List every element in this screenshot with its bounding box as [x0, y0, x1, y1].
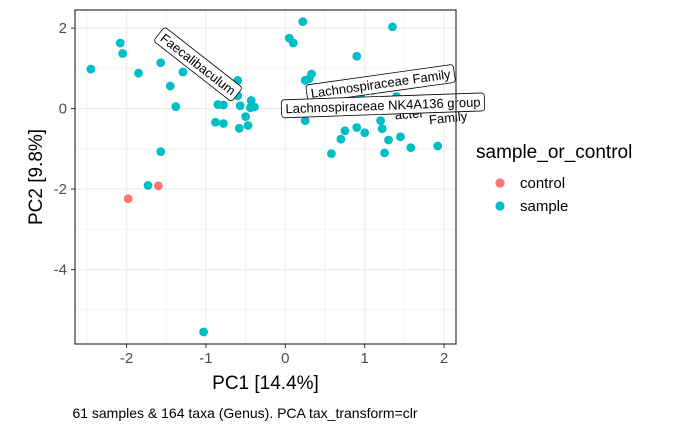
- point-sample: [300, 116, 310, 126]
- point-sample: [171, 102, 181, 111]
- legend-key-sample: [495, 201, 505, 211]
- point-sample: [199, 327, 208, 337]
- point-sample: [178, 67, 188, 77]
- point-sample: [406, 143, 416, 153]
- x-tick-label: 0: [281, 350, 289, 367]
- point-sample: [211, 117, 220, 127]
- x-axis-title: PC1 [14.4%]: [212, 373, 319, 394]
- point-sample: [388, 22, 397, 32]
- legend-key-control: [495, 178, 505, 188]
- point-sample: [243, 121, 253, 130]
- loading-label-1-box: [305, 64, 456, 103]
- loading-label-0-box: [154, 27, 242, 102]
- partial-loading-label-text: Family: [428, 108, 468, 127]
- legend-label-control: control: [520, 175, 565, 192]
- point-sample: [298, 17, 308, 27]
- point-sample: [336, 134, 346, 144]
- point-sample: [134, 68, 143, 78]
- point-sample: [219, 119, 228, 128]
- point-sample: [86, 64, 96, 74]
- point-sample: [165, 81, 175, 91]
- point-sample: [352, 123, 362, 132]
- point-sample: [234, 123, 244, 133]
- point-sample: [156, 58, 166, 68]
- plot-panel: FamilyacterFaecalibaculumLachnospiraceae…: [74, 9, 486, 345]
- point-sample: [288, 38, 298, 48]
- y-tick-label: -2: [54, 181, 67, 198]
- x-tick-label: 2: [440, 350, 448, 367]
- point-sample: [307, 69, 316, 79]
- x-tick-label: -1: [199, 350, 212, 367]
- point-sample: [326, 149, 336, 159]
- point-sample: [213, 100, 223, 109]
- y-axis: -4 -2 0 2: [54, 20, 75, 279]
- point-sample: [360, 128, 370, 138]
- loading-label-2-box: [280, 92, 486, 119]
- panel-border: [74, 9, 457, 345]
- y-axis-title: PC2 [9.8%]: [26, 129, 47, 225]
- point-sample: [156, 147, 166, 157]
- point-sample: [352, 51, 362, 61]
- x-tick-label: -2: [120, 350, 133, 367]
- x-tick-label: 1: [361, 350, 369, 367]
- partial-loading-label: Family: [428, 108, 468, 127]
- panel-background: [75, 10, 456, 344]
- point-sample: [340, 126, 350, 136]
- point-sample: [376, 116, 385, 126]
- point-sample: [118, 49, 128, 58]
- point-sample: [143, 181, 153, 190]
- minor-gridlines: [75, 10, 456, 344]
- legend-title: sample_or_control: [476, 142, 632, 163]
- point-sample: [380, 148, 389, 158]
- x-axis: -2 -1 0 1 2: [120, 344, 448, 367]
- caption: 61 samples & 164 taxa (Genus). PCA tax_t…: [72, 405, 417, 421]
- loading-label-2-text: Lachnospiraceae NK4A136 group: [285, 94, 481, 116]
- y-tick-label: 0: [59, 101, 67, 118]
- legend: sample_or_control control sample: [476, 142, 632, 215]
- point-sample: [249, 102, 259, 112]
- y-tick-label: -4: [54, 262, 67, 279]
- point-control: [153, 181, 163, 191]
- point-sample: [241, 112, 251, 122]
- point-sample: [377, 124, 387, 134]
- legend-items: control sample: [495, 175, 568, 215]
- y-tick-label: 2: [59, 20, 67, 37]
- loading-label-2: Lachnospiraceae NK4A136 group: [280, 92, 486, 119]
- point-control: [123, 194, 133, 204]
- point-sample: [384, 135, 393, 145]
- point-sample: [433, 141, 443, 151]
- point-sample: [115, 38, 125, 48]
- point-sample: [396, 132, 405, 142]
- point-sample: [235, 101, 245, 111]
- legend-label-sample: sample: [520, 198, 568, 215]
